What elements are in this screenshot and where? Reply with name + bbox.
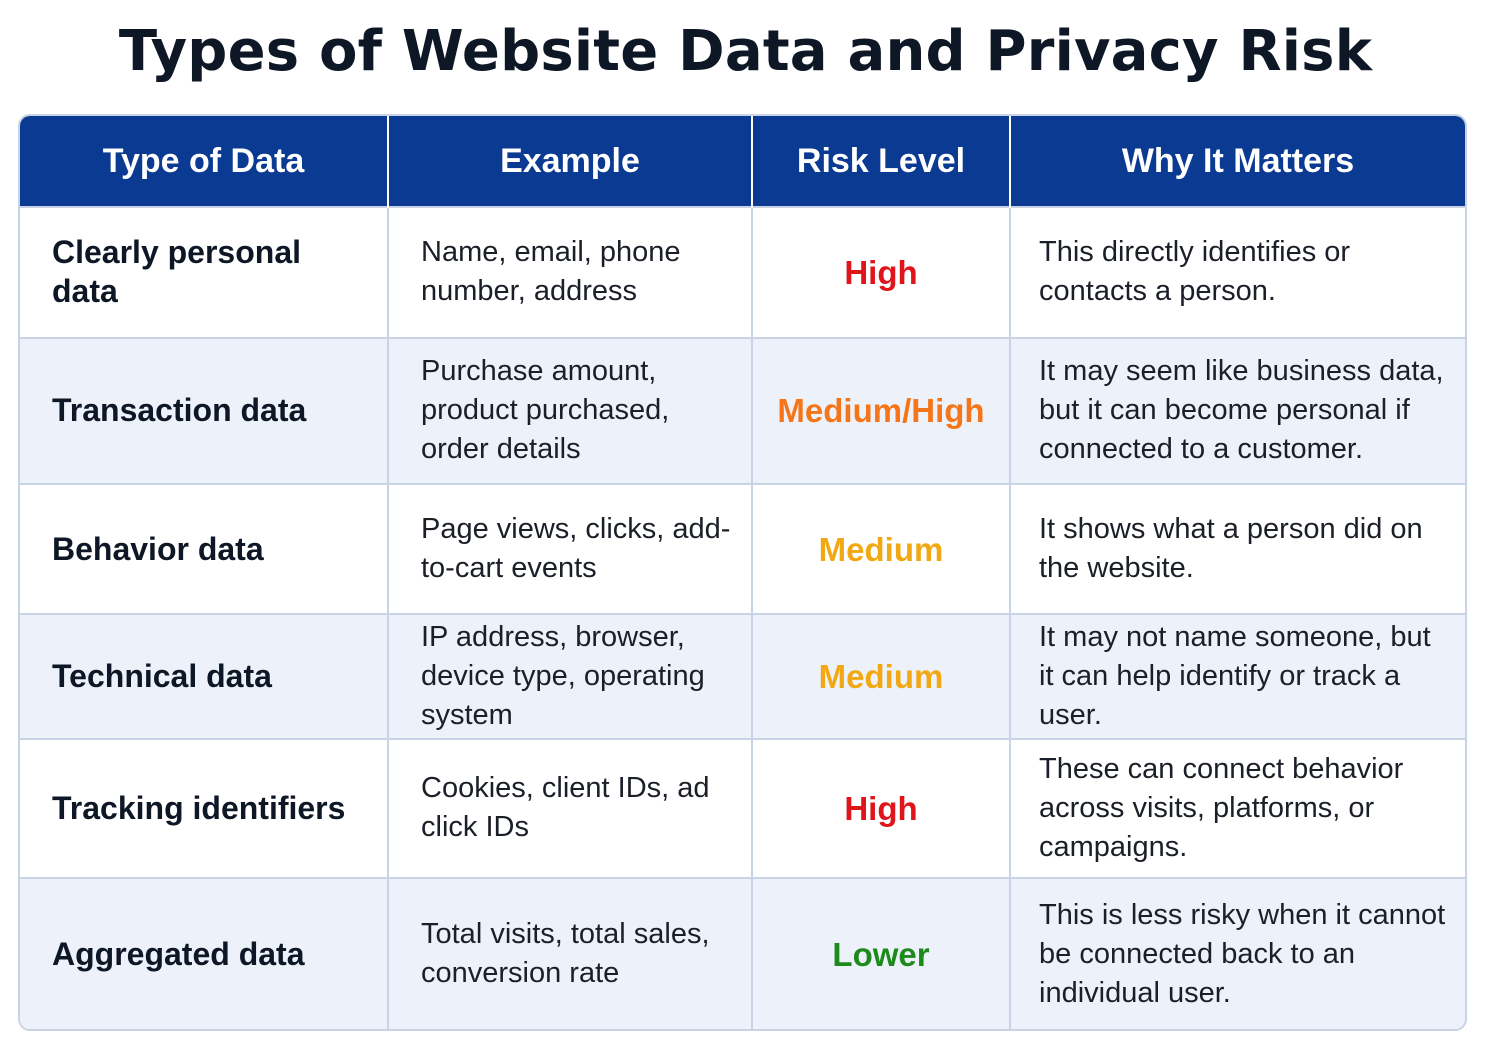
table-row: Behavior data Page views, clicks, add-to… <box>20 483 1465 614</box>
table-header-row: Type of Data Example Risk Level Why It M… <box>20 116 1465 207</box>
type-cell: Transaction data <box>20 336 389 485</box>
example-cell: Name, email, phone number, address <box>388 206 753 338</box>
column-header-type: Type of Data <box>20 116 389 207</box>
type-cell: Aggregated data <box>20 877 389 1029</box>
column-header-example: Example <box>388 116 753 207</box>
table-row: Aggregated data Total visits, total sale… <box>20 877 1465 1029</box>
column-header-why-it-matters: Why It Matters <box>1010 116 1465 207</box>
why-it-matters-cell: These can connect behavior across visits… <box>1010 737 1465 879</box>
example-cell: IP address, browser, device type, operat… <box>388 612 753 739</box>
why-it-matters-cell: It may seem like business data, but it c… <box>1010 336 1465 485</box>
table: Type of Data Example Risk Level Why It M… <box>20 116 1465 1029</box>
page-title: Types of Website Data and Privacy Risk <box>118 19 1373 84</box>
column-header-risk-level: Risk Level <box>752 116 1011 207</box>
type-cell: Technical data <box>20 612 389 739</box>
example-cell: Cookies, client IDs, ad click IDs <box>388 737 753 879</box>
example-cell: Purchase amount, product purchased, orde… <box>388 336 753 485</box>
type-cell: Clearly personal data <box>20 206 389 338</box>
type-cell: Tracking identifiers <box>20 737 389 879</box>
risk-level-cell: High <box>752 206 1011 338</box>
risk-level-cell: Medium <box>752 612 1011 739</box>
risk-level-cell: Medium/High <box>752 336 1011 485</box>
table-row: Technical data IP address, browser, devi… <box>20 612 1465 739</box>
why-it-matters-cell: It may not name someone, but it can help… <box>1010 612 1465 739</box>
table-row: Tracking identifiers Cookies, client IDs… <box>20 737 1465 879</box>
risk-level-cell: High <box>752 737 1011 879</box>
example-cell: Total visits, total sales, conversion ra… <box>388 877 753 1029</box>
example-cell: Page views, clicks, add-to-cart events <box>388 483 753 614</box>
table-row: Transaction data Purchase amount, produc… <box>20 336 1465 485</box>
type-cell: Behavior data <box>20 483 389 614</box>
why-it-matters-cell: It shows what a person did on the websit… <box>1010 483 1465 614</box>
risk-level-cell: Lower <box>752 877 1011 1029</box>
why-it-matters-cell: This directly identifies or contacts a p… <box>1010 206 1465 338</box>
data-risk-table: Type of Data Example Risk Level Why It M… <box>18 114 1467 1031</box>
why-it-matters-cell: This is less risky when it cannot be con… <box>1010 877 1465 1029</box>
risk-level-cell: Medium <box>752 483 1011 614</box>
table-row: Clearly personal data Name, email, phone… <box>20 206 1465 338</box>
